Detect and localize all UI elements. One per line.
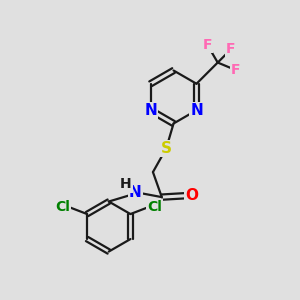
Text: F: F (226, 42, 236, 56)
Text: Cl: Cl (148, 200, 162, 214)
Text: N: N (129, 184, 142, 200)
Text: O: O (186, 188, 199, 203)
Text: H: H (120, 177, 132, 191)
Text: S: S (161, 141, 172, 156)
Text: F: F (202, 38, 212, 52)
Text: N: N (190, 103, 203, 118)
Text: N: N (144, 103, 157, 118)
Text: Cl: Cl (55, 200, 70, 214)
Text: F: F (231, 63, 240, 77)
